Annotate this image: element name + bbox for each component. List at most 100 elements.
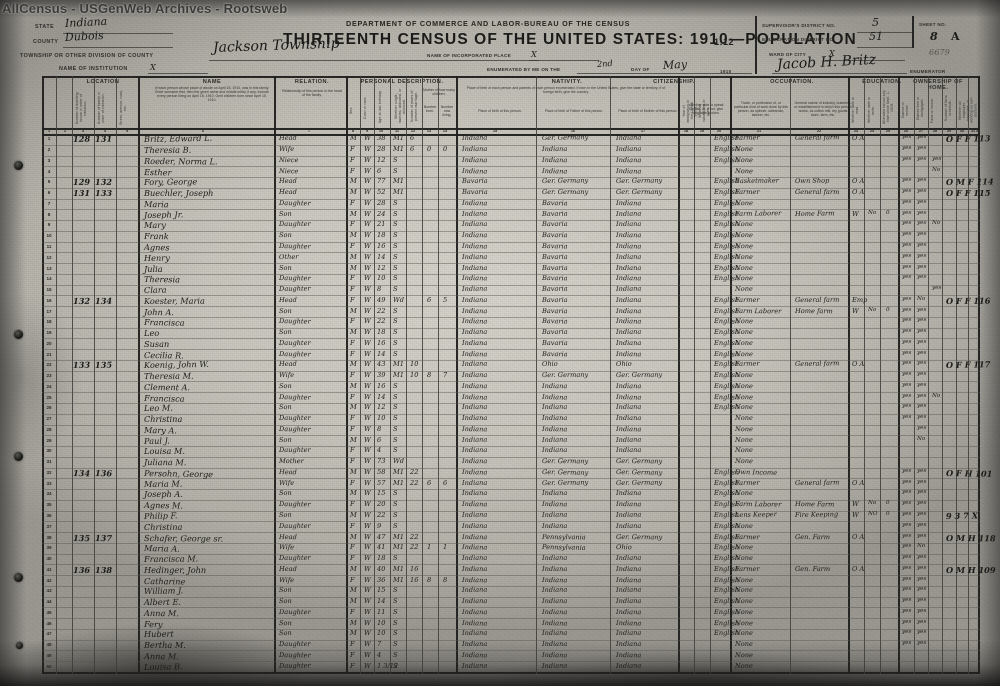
location-sub-street: Street, avenue, road, etc. xyxy=(119,90,127,126)
cell-value: M xyxy=(350,252,357,261)
cell-value: yes xyxy=(917,328,927,335)
cell-value: W xyxy=(364,242,371,250)
cell-value: W xyxy=(364,597,371,606)
cell-value: F xyxy=(350,414,355,423)
cell-value: Farmer xyxy=(734,532,760,541)
cell-value: 22 xyxy=(410,478,419,487)
cell-value: Indiana xyxy=(461,198,488,208)
line-number: 35 xyxy=(46,502,52,508)
cell-value: Ger. Germany xyxy=(615,176,663,186)
cell-value: 21 xyxy=(377,220,386,229)
cell-value: Gen. Farm xyxy=(795,564,831,573)
cell-value: None xyxy=(735,263,753,272)
enumerator-label: ENUMERATOR xyxy=(910,69,946,74)
cell-value: Indiana xyxy=(615,295,642,304)
cell-value: M xyxy=(350,306,357,315)
cell-value: F xyxy=(350,295,355,304)
cell-value: 39 xyxy=(377,371,386,380)
cell-value: Indiana xyxy=(615,553,642,563)
line-number: 15 xyxy=(46,287,52,293)
cell-value: yes xyxy=(902,360,912,367)
cell-value: Wife xyxy=(278,371,295,380)
punch-hole xyxy=(14,330,23,339)
cell-value: Indiana xyxy=(616,414,642,423)
cell-value: yes xyxy=(902,564,912,571)
cell-value: Farmer xyxy=(734,133,760,143)
cell-value: Indiana xyxy=(615,306,642,315)
cell-value: 10 xyxy=(377,618,386,627)
cell-value: Indiana xyxy=(541,510,568,519)
cell-value: S xyxy=(393,285,398,294)
cell-value: Indiana xyxy=(615,209,642,218)
cell-value: None xyxy=(734,220,753,229)
cell-value: W xyxy=(364,381,371,390)
cell-value: 6 xyxy=(410,134,415,143)
cell-value: Ger. Germany xyxy=(542,188,589,197)
cell-value: Indiana xyxy=(461,295,488,304)
cell-value: F xyxy=(350,317,355,326)
line-number: 9 xyxy=(47,222,51,228)
cell-value: 22 xyxy=(377,306,386,315)
line-number: 43 xyxy=(46,588,52,594)
cell-value: Indiana xyxy=(615,145,642,154)
cell-value: 4 xyxy=(377,446,382,455)
column-number: 29 xyxy=(946,128,952,133)
cell-value: Bavaria xyxy=(541,349,568,358)
cell-value: None xyxy=(734,596,753,606)
cell-value: Julia xyxy=(144,263,163,274)
cell-value: Indiana xyxy=(616,263,642,272)
cell-value: F xyxy=(350,349,355,358)
cell-value: 135 xyxy=(72,532,91,543)
cell-value: Bavaria xyxy=(541,284,568,294)
cell-value: 138 xyxy=(95,564,113,575)
cell-value: Indiana xyxy=(542,489,568,498)
cell-value: None xyxy=(734,145,753,154)
cell-value: Frank xyxy=(143,231,169,242)
line-number: 24 xyxy=(46,383,52,389)
line-number: 37 xyxy=(46,523,52,529)
cell-value: yes xyxy=(917,521,927,528)
cell-value: S xyxy=(393,263,398,272)
row-separator xyxy=(42,521,980,523)
cell-value: Indiana xyxy=(461,510,488,519)
cell-value: W xyxy=(364,145,371,154)
cell-value: 6 xyxy=(410,145,415,154)
cell-value: yes xyxy=(917,478,927,485)
cell-value: M xyxy=(350,328,357,337)
cell-value: Own Income xyxy=(734,467,778,477)
cell-value: S xyxy=(393,597,398,606)
cell-value: O M F 114 xyxy=(945,176,994,188)
line-number: 33 xyxy=(46,480,52,486)
cell-value: yes xyxy=(902,478,912,485)
cell-value: S xyxy=(393,640,398,649)
nativity-sub-mother: Place of birth of Mother of this person. xyxy=(618,109,678,113)
cell-value: W xyxy=(364,166,371,175)
cell-value: Daughter xyxy=(278,349,311,358)
cell-value: M1 xyxy=(393,371,404,380)
cell-value: Paul J. xyxy=(143,435,170,446)
cell-value: F xyxy=(350,166,355,175)
cell-value: 47 xyxy=(377,532,386,541)
cell-value: Indiana xyxy=(462,564,488,573)
cell-value: O F F 115 xyxy=(946,188,991,199)
cell-value: None xyxy=(734,618,753,627)
personal-sub-mother-of: Mother of how many children. xyxy=(423,88,455,96)
cell-value: S xyxy=(393,521,398,530)
cell-value: S xyxy=(393,306,398,315)
cell-value: yes xyxy=(917,467,927,474)
cell-value: O A xyxy=(852,532,865,541)
personal-sub-race: Color or race. xyxy=(363,96,367,120)
cell-value: W xyxy=(364,392,371,401)
cell-value: Niece xyxy=(278,155,299,165)
cell-value: Indiana xyxy=(541,435,568,444)
cell-value: Bavaria xyxy=(541,274,568,283)
line-number: 20 xyxy=(46,340,52,346)
column-number: 4 xyxy=(103,128,107,133)
cell-value: Indiana xyxy=(615,510,642,519)
line-number: 11 xyxy=(46,243,52,249)
cell-value: None xyxy=(734,585,753,595)
cell-value: Wife xyxy=(278,145,295,154)
cell-value: 24 xyxy=(377,209,386,218)
cell-value: Farmer xyxy=(735,188,760,197)
cell-value: yes xyxy=(917,338,927,345)
